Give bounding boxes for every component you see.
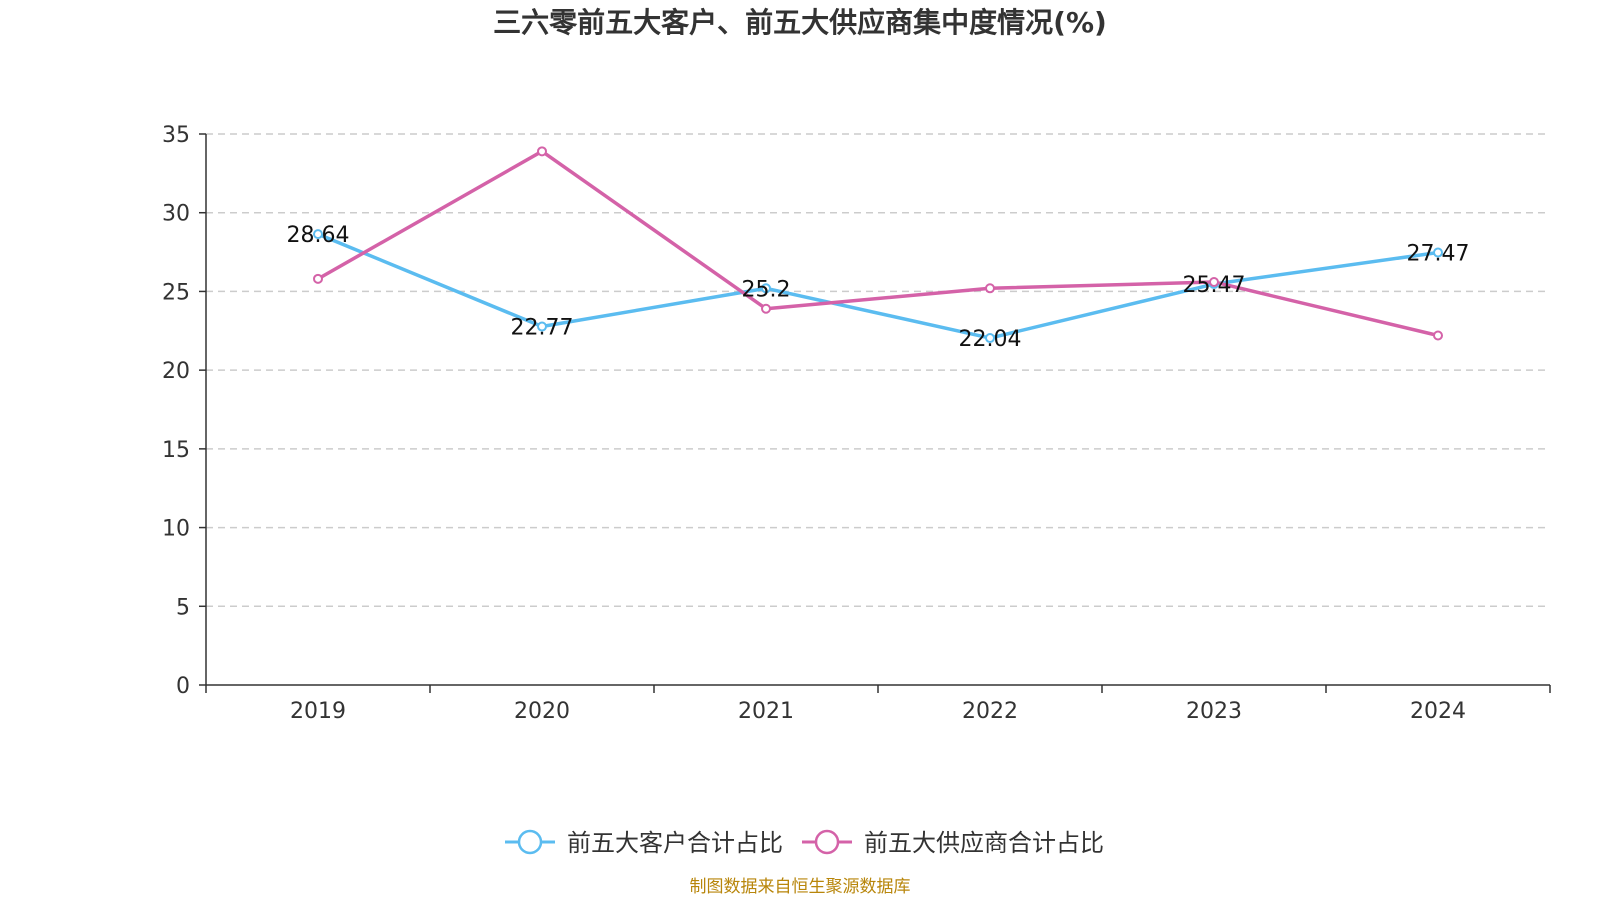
series-2-point xyxy=(1433,330,1443,341)
y-tick-label: 5 xyxy=(176,595,190,620)
x-tick-label: 2024 xyxy=(1410,699,1466,724)
y-tick-label: 35 xyxy=(162,123,190,148)
series-layer xyxy=(313,146,1443,344)
series-2-point xyxy=(761,303,771,314)
series-1-point xyxy=(985,333,995,344)
y-tick-label: 15 xyxy=(162,438,190,463)
series-1-data-label: 27.47 xyxy=(1407,242,1470,267)
series-2-point xyxy=(1209,276,1219,287)
legend-label-2: 前五大供应商合计占比 xyxy=(864,829,1104,857)
x-tick-label: 2019 xyxy=(290,699,346,724)
series-1-data-label: 28.64 xyxy=(287,223,350,248)
series-1-point xyxy=(537,321,547,332)
x-tick-label: 2023 xyxy=(1186,699,1242,724)
series-2-point xyxy=(313,273,323,284)
chart-title: 三六零前五大客户、前五大供应商集中度情况(%) xyxy=(493,6,1107,39)
series-1-point xyxy=(1433,247,1443,258)
series-1-point xyxy=(761,283,771,294)
grid-lines xyxy=(206,133,1550,608)
x-tick-label: 2022 xyxy=(962,699,1018,724)
legend-label-1: 前五大客户合计占比 xyxy=(567,829,783,857)
y-tick-label: 0 xyxy=(176,674,190,699)
x-tick-label: 2020 xyxy=(514,699,570,724)
series-2-point xyxy=(985,283,995,294)
series-line-1 xyxy=(317,232,1439,340)
legend-marker-2 xyxy=(814,829,840,855)
y-tick-label: 10 xyxy=(162,517,190,542)
series-1-data-label: 25.47 xyxy=(1183,273,1246,298)
series-1-point xyxy=(313,229,323,240)
series-1-data-label: 25.2 xyxy=(742,277,791,302)
x-tick-label: 2021 xyxy=(738,699,794,724)
series-line-2 xyxy=(317,149,1439,338)
data-labels: 28.64 22.77 25.2 22.04 25.47 27.47 xyxy=(287,223,1470,352)
series-2-point xyxy=(537,146,547,157)
y-tick-label: 20 xyxy=(162,359,190,384)
source-note: 制图数据来自恒生聚源数据库 xyxy=(690,877,911,897)
series-1-data-label: 22.77 xyxy=(511,316,574,341)
axes: 0 5 10 15 20 25 30 35 2019 2020 2021 2022 2023 2024 xyxy=(162,123,1551,724)
y-tick-label: 30 xyxy=(162,202,190,227)
series-1-data-label: 22.04 xyxy=(959,327,1022,352)
legend-marker-1 xyxy=(517,829,543,855)
legend: 前五大客户合计占比 前五大供应商合计占比 xyxy=(505,829,1104,857)
y-tick-label: 25 xyxy=(162,280,190,305)
